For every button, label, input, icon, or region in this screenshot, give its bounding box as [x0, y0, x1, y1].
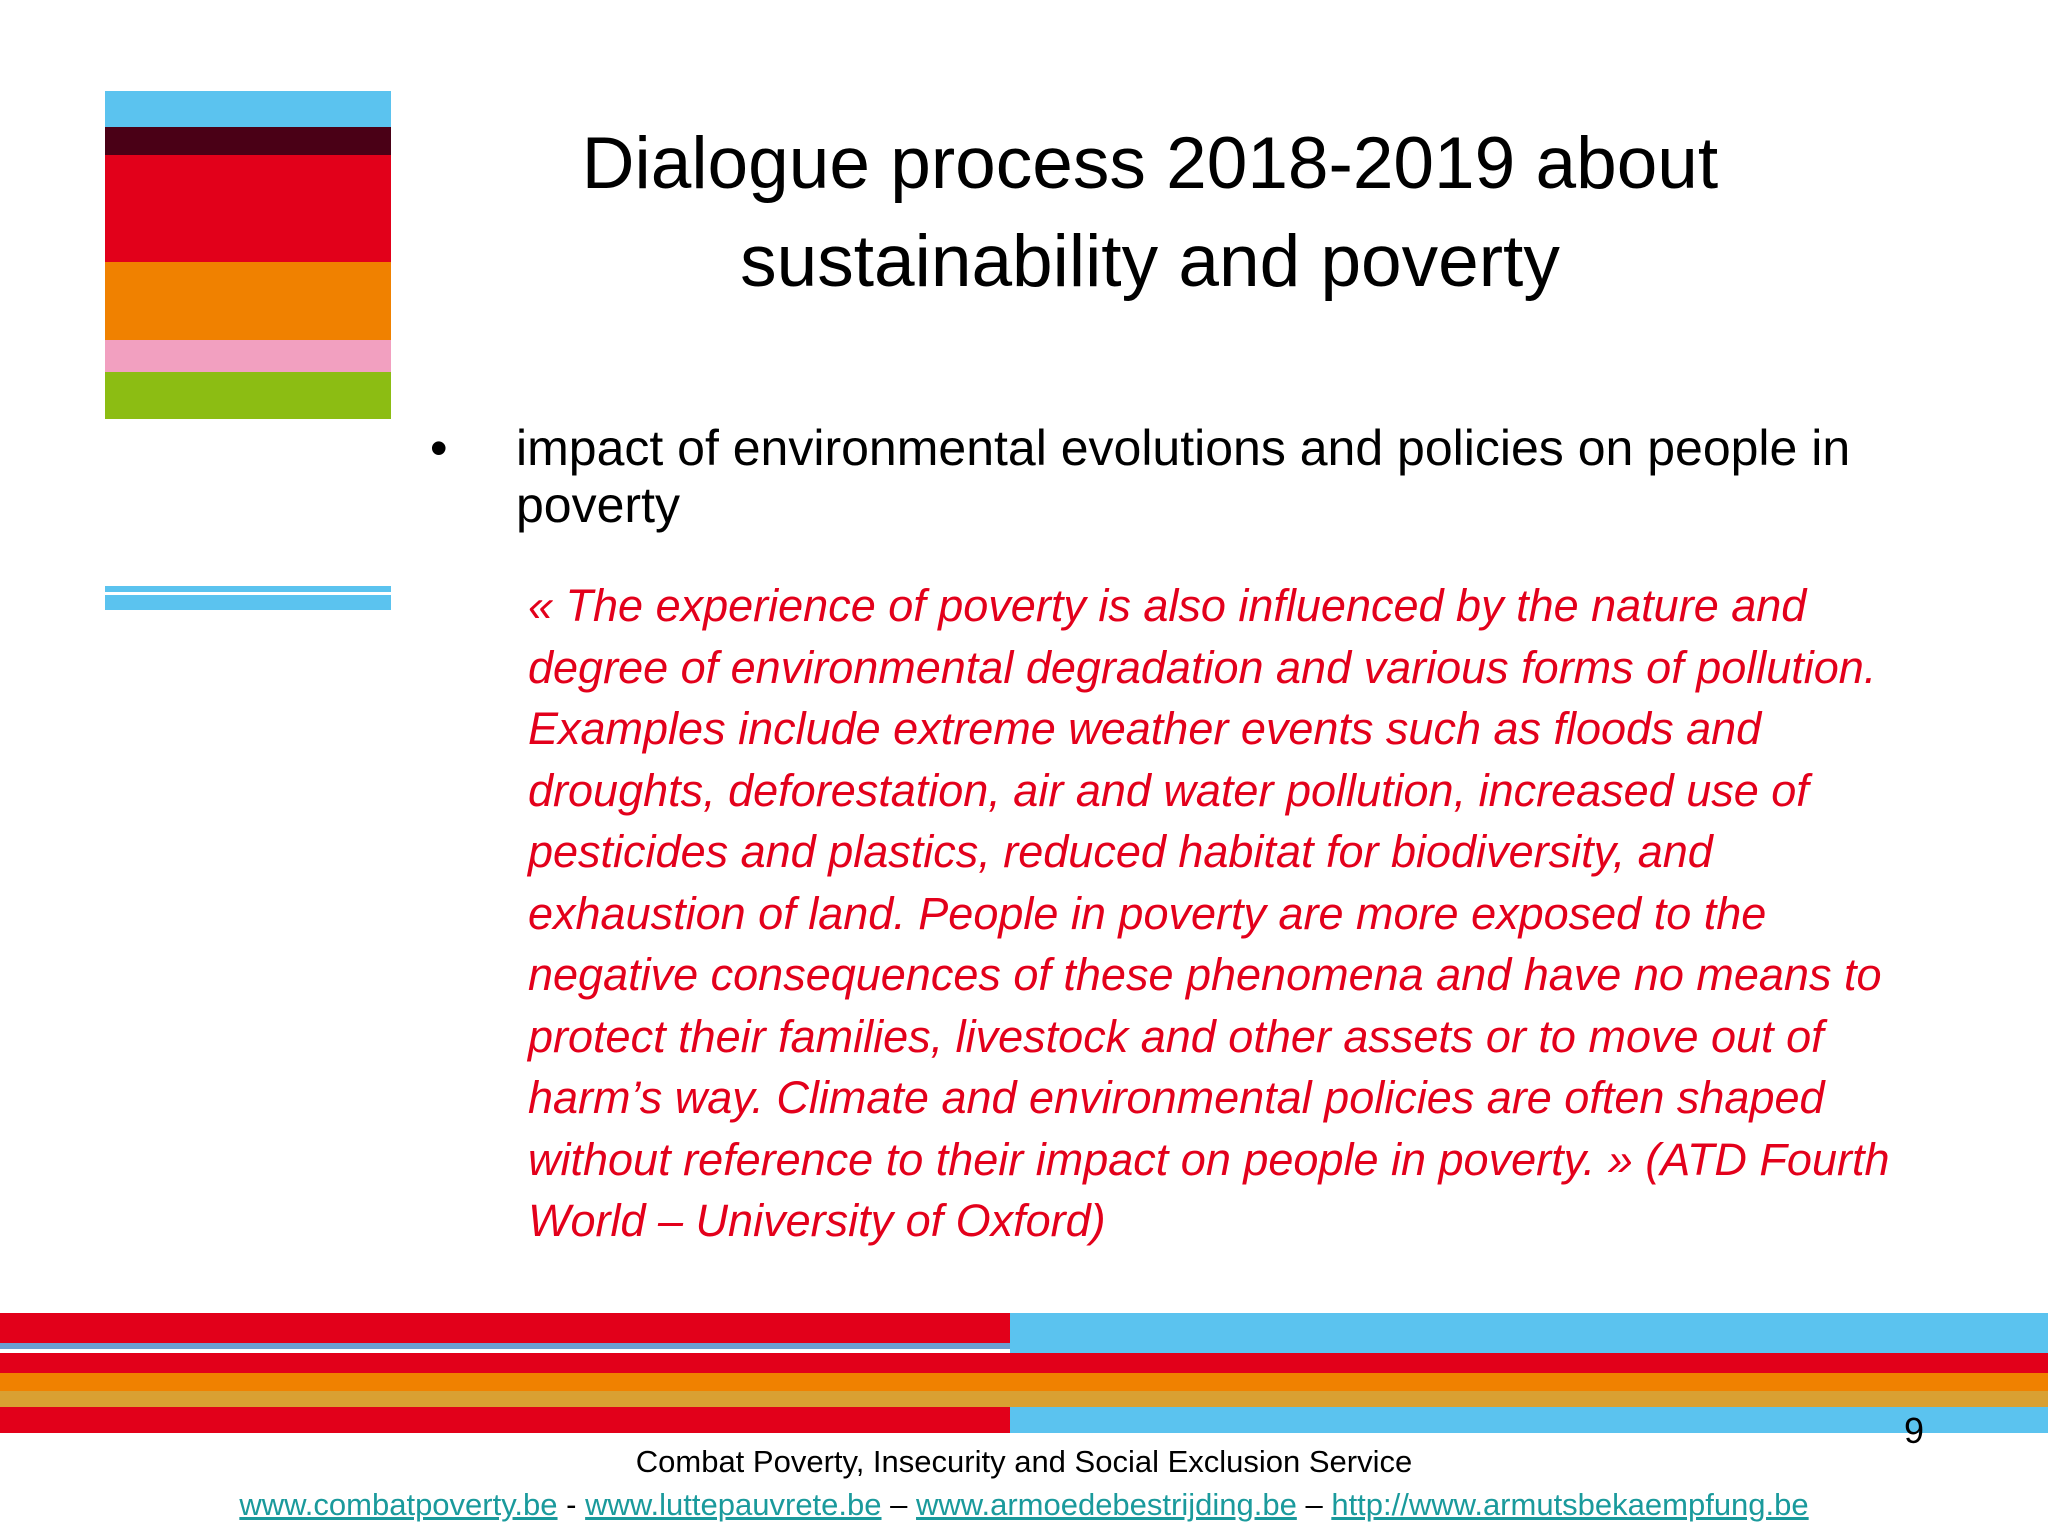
link-armutsbekaempfung[interactable]: http://www.armutsbekaempfung.be [1331, 1487, 1809, 1522]
page-title: Dialogue process 2018-2019 about sustain… [400, 115, 1900, 311]
link-armoedebestrijding[interactable]: www.armoedebestrijding.be [916, 1487, 1297, 1522]
link-separator: - [566, 1487, 577, 1522]
footer-stripe-right [1010, 1313, 2048, 1433]
link-separator: – [1305, 1487, 1323, 1522]
logo-blue-line-gap [105, 592, 391, 595]
logo-stripe-pink [105, 340, 391, 372]
quote-text: « The experience of poverty is also infl… [528, 580, 1890, 1246]
bullet-marker: • [430, 420, 448, 476]
logo-stripe-green [105, 372, 391, 419]
footer-links: www.combatpoverty.be - www.luttepauvrete… [0, 1487, 2048, 1523]
footer-organization: Combat Poverty, Insecurity and Social Ex… [635, 1444, 1413, 1479]
title-line-1: Dialogue process 2018-2019 about [581, 123, 1719, 204]
logo-blue-line-bottom [105, 595, 391, 610]
logo-stripe-blue [105, 91, 391, 127]
logo-stripe-maroon [105, 127, 391, 155]
logo-stripe-orange [105, 262, 391, 340]
logo-blue-bar [105, 586, 391, 610]
logo-blue-line-top [105, 586, 391, 592]
link-luttepauvrete[interactable]: www.luttepauvrete.be [585, 1487, 882, 1522]
link-combatpoverty[interactable]: www.combatpoverty.be [239, 1487, 558, 1522]
logo-stripe-red [105, 155, 391, 262]
page-number: 9 [1903, 1410, 1924, 1451]
footer-stripe-left [0, 1313, 1010, 1433]
logo-stripes [105, 91, 391, 419]
bullet-text: impact of environmental evolutions and p… [516, 420, 1851, 533]
title-line-2: sustainability and poverty [740, 221, 1560, 302]
footer-stripe-band [0, 1313, 2048, 1433]
bullet-item: • impact of environmental evolutions and… [430, 420, 1930, 534]
link-separator: – [890, 1487, 908, 1522]
